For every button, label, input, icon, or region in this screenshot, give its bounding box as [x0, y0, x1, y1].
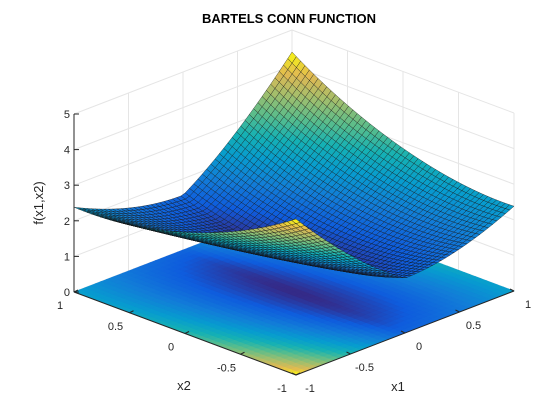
- y-tick-label: 0: [168, 342, 174, 354]
- x-tick-mark: [509, 288, 515, 292]
- y-tick-mark: [295, 372, 301, 376]
- z-tick-label: 2: [64, 216, 70, 228]
- x-tick-label: 1: [525, 299, 531, 311]
- x-tick-mark: [346, 351, 351, 355]
- z-tick-label: 1: [64, 251, 70, 263]
- x-tick-label: 0.5: [466, 320, 481, 332]
- y-tick-mark: [240, 351, 245, 355]
- y-tick-label: 1: [57, 300, 63, 312]
- y-tick-label: -0.5: [217, 362, 236, 374]
- x-axis-label: x1: [391, 379, 405, 394]
- z-tick-label: 4: [64, 145, 70, 157]
- z-tick-label: 3: [64, 180, 70, 192]
- x-tick-mark: [455, 309, 460, 313]
- x-tick-label: -0.5: [355, 362, 374, 374]
- surface-facet: [291, 218, 301, 224]
- axis-layer: [73, 113, 515, 376]
- z-tick-label: 5: [64, 109, 70, 121]
- y-axis-label: x2: [177, 378, 191, 393]
- z-axis-label: f(x1,x2): [31, 181, 46, 224]
- chart-title: BARTELS CONN FUNCTION: [202, 11, 376, 26]
- y-tick-label: 0.5: [108, 321, 123, 333]
- surface-mesh: [73, 51, 515, 278]
- x-tick-label: 0: [416, 341, 422, 353]
- y-tick-mark: [184, 331, 190, 334]
- y-tick-mark: [129, 310, 134, 314]
- z-tick-label: 0: [64, 287, 70, 299]
- x-tick-mark: [400, 330, 406, 334]
- x-tick-mark: [291, 372, 297, 376]
- y-tick-label: -1: [277, 383, 287, 395]
- x-tick-label: -1: [305, 383, 315, 395]
